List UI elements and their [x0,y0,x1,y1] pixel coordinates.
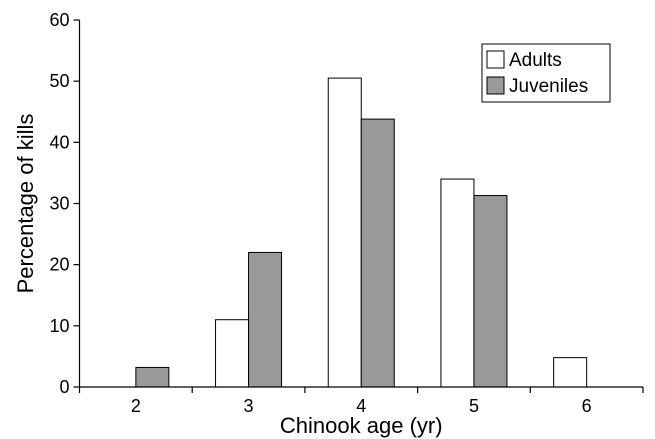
bar-juveniles-age-2 [135,366,170,388]
bar-juveniles-age-4 [360,118,395,388]
x-tick-label-4: 4 [356,396,366,416]
bar-adults-age-4 [327,77,362,388]
legend-swatch-juveniles [486,76,505,95]
bar-adults-age-5 [440,178,475,388]
y-tick-label-0: 0 [59,377,69,397]
bar-adults-age-6 [553,357,588,388]
y-tick-label-40: 40 [49,132,69,152]
legend-label-adults: Adults [509,50,562,71]
y-tick-label-30: 30 [49,194,69,214]
y-axis-title: Percentage of kills [13,114,38,294]
x-axis-title: Chinook age (yr) [280,413,443,438]
bar-juveniles-age-3 [248,251,283,388]
legend-label-juveniles: Juveniles [509,76,588,97]
y-tick-label-20: 20 [49,255,69,275]
x-tick-label-6: 6 [582,396,592,416]
legend: Adults Juveniles [481,43,611,103]
legend-swatch-adults [486,50,505,69]
bar-adults-age-3 [215,319,250,388]
y-tick-label-10: 10 [49,316,69,336]
bars-layer [135,77,588,388]
y-tick-label-60: 60 [49,10,69,30]
legend-items: Adults Juveniles [486,50,588,97]
y-tick-label-50: 50 [49,71,69,91]
x-tick-label-3: 3 [244,396,254,416]
x-tick-label-5: 5 [469,396,479,416]
x-tick-label-2: 2 [131,396,141,416]
bar-juveniles-age-5 [473,195,508,388]
ticks-layer: 0 10 20 30 40 50 60 2 3 4 5 6 [49,10,644,416]
